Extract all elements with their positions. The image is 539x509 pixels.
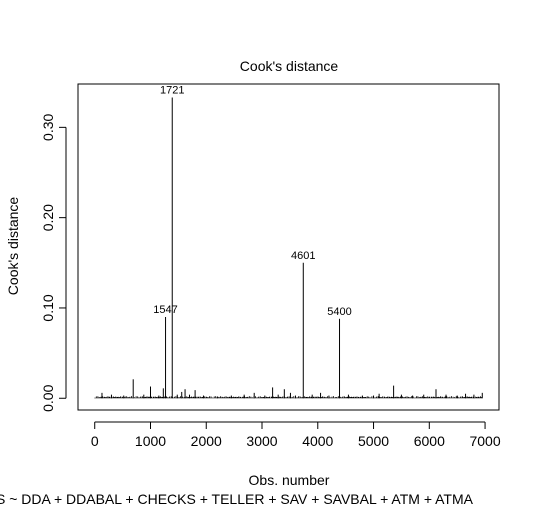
y-tick-label: 0.00 bbox=[40, 384, 56, 411]
x-tick-label: 1000 bbox=[135, 433, 166, 449]
spike-series bbox=[94, 97, 483, 399]
x-tick-label: 4000 bbox=[302, 433, 333, 449]
point-label-5400: 5400 bbox=[327, 306, 351, 318]
y-axis-label: Cook's distance bbox=[5, 197, 21, 296]
point-labels: 1547 1721 4601 5400 bbox=[153, 85, 351, 318]
x-tick-label: 7000 bbox=[469, 433, 500, 449]
plot-frame bbox=[77, 83, 500, 411]
point-label-1547: 1547 bbox=[153, 304, 177, 316]
y-tick-label: 0.30 bbox=[40, 114, 56, 141]
x-tick-label: 5000 bbox=[358, 433, 389, 449]
x-tick-label: 3000 bbox=[246, 433, 277, 449]
point-label-4601: 4601 bbox=[291, 250, 315, 262]
y-axis: 0.00 0.10 0.20 0.30 bbox=[40, 114, 67, 412]
y-tick-label: 0.20 bbox=[40, 204, 56, 231]
model-formula-caption: S ~ DDA + DDABAL + CHECKS + TELLER + SAV… bbox=[0, 491, 474, 507]
point-label-1721: 1721 bbox=[160, 85, 184, 97]
x-tick-label: 6000 bbox=[414, 433, 445, 449]
x-axis: 0 1000 2000 3000 4000 5000 6000 7000 bbox=[91, 421, 501, 449]
x-tick-label: 2000 bbox=[191, 433, 222, 449]
x-axis-label: Obs. number bbox=[249, 472, 330, 488]
y-tick-label: 0.10 bbox=[40, 294, 56, 321]
x-tick-label: 0 bbox=[91, 433, 99, 449]
chart-title: Cook's distance bbox=[240, 58, 339, 74]
baseline-spikes bbox=[94, 396, 483, 399]
